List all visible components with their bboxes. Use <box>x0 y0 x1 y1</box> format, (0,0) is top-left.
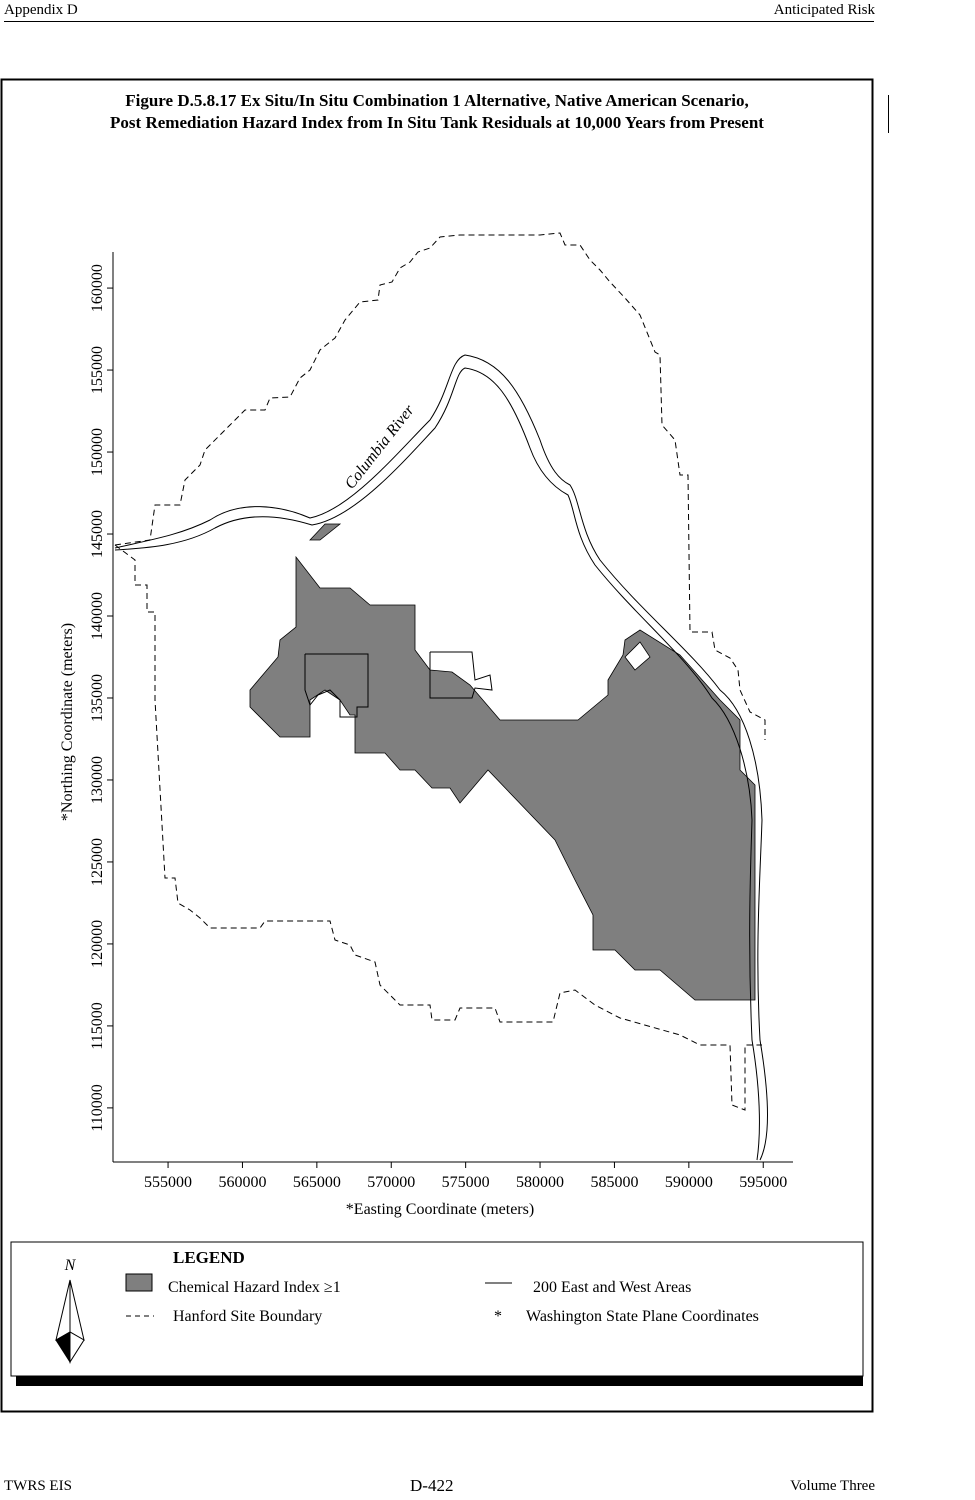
clean-area <box>624 641 651 671</box>
footer-center: D-422 <box>410 1476 454 1495</box>
hazard-area <box>249 555 756 1001</box>
margin-bar <box>888 95 889 133</box>
y-tick-label: 140000 <box>89 592 106 640</box>
x-tick-label: 595000 <box>739 1174 787 1191</box>
legend-item: 200 East and West Areas <box>533 1279 691 1296</box>
200-area-outline <box>304 653 369 718</box>
header-left: Appendix D <box>4 2 78 18</box>
footer-right: Volume Three <box>790 1478 875 1494</box>
legend-item: Washington State Plane Coordinates <box>526 1308 759 1325</box>
header-rule <box>4 21 874 22</box>
y-tick-label: 125000 <box>89 838 106 886</box>
x-tick-label: 580000 <box>516 1174 564 1191</box>
site-boundary <box>114 232 766 740</box>
x-tick-label: 590000 <box>665 1174 713 1191</box>
river-bank <box>114 354 768 1161</box>
footer-left: TWRS EIS <box>4 1478 72 1494</box>
y-tick-label: 145000 <box>89 510 106 558</box>
y-tick-label: 160000 <box>89 264 106 312</box>
y-axis-label: *Northing Coordinate (meters) <box>59 623 76 821</box>
figure: Figure D.5.8.17 Ex Situ/In Situ Combinat… <box>0 78 874 1413</box>
legend-box <box>10 1241 864 1377</box>
x-tick-label: 585000 <box>590 1174 638 1191</box>
river-bank <box>114 367 760 1161</box>
y-tick-label: 120000 <box>89 920 106 968</box>
legend-swatch <box>125 1273 153 1292</box>
site-boundary <box>114 544 762 1111</box>
north-label: N <box>64 1257 77 1274</box>
figure-title: Figure D.5.8.17 Ex Situ/In Situ Combinat… <box>125 91 749 110</box>
y-tick-label: 110000 <box>89 1084 106 1131</box>
200-area-outline <box>429 651 493 699</box>
y-tick-label: 135000 <box>89 674 106 722</box>
y-tick-label: 130000 <box>89 756 106 804</box>
y-tick-label: 155000 <box>89 346 106 394</box>
hazard-area <box>309 523 342 541</box>
y-tick-label: 150000 <box>89 428 106 476</box>
river-label: Columbia River <box>342 401 419 492</box>
x-tick-label: 575000 <box>442 1174 490 1191</box>
y-tick-label: 115000 <box>89 1002 106 1049</box>
legend-star: * <box>494 1308 502 1325</box>
x-tick-label: 565000 <box>293 1174 341 1191</box>
north-arrow <box>69 1331 85 1364</box>
legend-item: Chemical Hazard Index ≥1 <box>168 1279 341 1296</box>
x-tick-label: 570000 <box>367 1174 415 1191</box>
x-tick-label: 560000 <box>218 1174 266 1191</box>
x-axis-label: *Easting Coordinate (meters) <box>346 1201 534 1218</box>
legend-item: Hanford Site Boundary <box>173 1308 322 1325</box>
figure-frame <box>0 78 874 1413</box>
legend-title: LEGEND <box>173 1248 245 1267</box>
header-right: Anticipated Risk <box>773 2 875 18</box>
x-tick-label: 555000 <box>144 1174 192 1191</box>
figure-title: Post Remediation Hazard Index from In Si… <box>110 113 764 132</box>
